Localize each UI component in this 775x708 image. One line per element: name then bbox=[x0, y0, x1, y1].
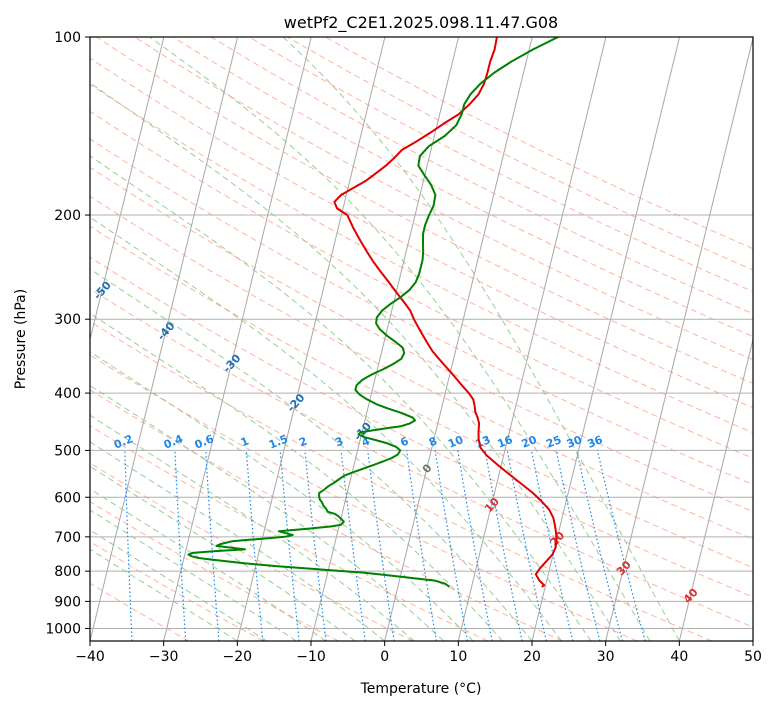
mixing-ratio-line bbox=[596, 450, 646, 641]
x-tick-label: −10 bbox=[296, 649, 326, 665]
mixing-ratio-label: 30 bbox=[565, 433, 584, 451]
dry-adiabat-line bbox=[90, 582, 190, 641]
dry-adiabat-line bbox=[90, 320, 712, 641]
isotherm-line bbox=[163, 37, 312, 641]
x-tick-label: 50 bbox=[744, 649, 762, 665]
isotherm-line bbox=[310, 37, 460, 641]
mixing-ratio-line bbox=[530, 450, 574, 641]
dry-adiabat-line bbox=[90, 166, 753, 513]
moist-adiabat-line bbox=[90, 441, 385, 641]
dry-adiabat-line bbox=[172, 37, 753, 338]
isotherm-line bbox=[236, 37, 386, 641]
y-tick-label: 500 bbox=[54, 443, 81, 459]
mixing-ratio-label: 1 bbox=[239, 434, 251, 449]
y-tick-label: 600 bbox=[54, 490, 81, 506]
y-tick-label: 800 bbox=[54, 564, 81, 580]
x-tick-label: 40 bbox=[670, 649, 688, 665]
y-tick-label: 700 bbox=[54, 530, 81, 546]
mixing-ratio-label: 20 bbox=[520, 433, 539, 451]
x-tick-label: 20 bbox=[523, 649, 541, 665]
temperature-profile-line bbox=[333, 37, 558, 588]
moist-adiabat-line bbox=[90, 82, 621, 641]
isotherm-line bbox=[90, 37, 239, 641]
dewpoint-profile-line bbox=[187, 37, 559, 588]
x-axis: −40 −30 −20 −10 0 10 20 30 40 50 bbox=[75, 641, 762, 665]
x-tick-label: 10 bbox=[449, 649, 467, 665]
x-tick-label: 0 bbox=[380, 649, 389, 665]
moist-adiabat-line bbox=[90, 312, 503, 641]
moist-adiabat-line bbox=[90, 414, 415, 641]
y-axis-label: Pressure (hPa) bbox=[13, 289, 29, 389]
isotherm-line bbox=[678, 337, 753, 641]
y-tick-label: 100 bbox=[54, 30, 81, 46]
isotherms bbox=[90, 37, 753, 641]
sounding-profiles bbox=[187, 37, 559, 588]
dry-adiabat-line bbox=[90, 389, 563, 641]
plot-frame bbox=[89, 36, 754, 642]
mixing-ratio-lines bbox=[124, 450, 646, 641]
mixing-ratio-label: 8 bbox=[427, 434, 439, 449]
mixing-ratio-line bbox=[279, 450, 300, 641]
y-tick-label: 200 bbox=[54, 208, 81, 224]
x-tick-label: −30 bbox=[149, 649, 179, 665]
y-tick-label: 1000 bbox=[45, 621, 81, 637]
moist-adiabat-line bbox=[90, 268, 533, 641]
mixing-ratio-line bbox=[576, 450, 623, 641]
mixing-ratio-label: 10 bbox=[446, 433, 465, 451]
dry-adiabat-line bbox=[90, 354, 638, 641]
mixing-ratio-line bbox=[340, 450, 366, 641]
dry-adiabat-line bbox=[90, 425, 488, 641]
mixing-ratio-label: 16 bbox=[495, 433, 514, 451]
isotherm-line bbox=[605, 37, 753, 641]
mixing-ratio-line bbox=[506, 450, 547, 641]
dry-adiabat-line bbox=[248, 37, 753, 293]
x-axis-label: Temperature (°C) bbox=[360, 681, 482, 697]
dry-adiabat-line bbox=[90, 110, 753, 459]
y-axis: 100 200 300 400 500 600 700 800 900 1000 bbox=[45, 30, 90, 637]
isobars bbox=[90, 37, 753, 629]
dry-adiabat-line bbox=[134, 37, 753, 361]
mixing-ratio-label: 2 bbox=[297, 434, 309, 449]
x-tick-label: −40 bbox=[75, 649, 105, 665]
x-tick-label: −20 bbox=[223, 649, 253, 665]
moist-adiabat-line bbox=[90, 488, 326, 641]
moist-adiabat-line bbox=[90, 384, 444, 641]
moist-adiabat-line bbox=[90, 351, 474, 641]
mixing-ratio-label: 3 bbox=[333, 434, 345, 449]
mixing-ratio-line bbox=[406, 450, 437, 641]
moist-adiabat-line bbox=[90, 216, 562, 641]
x-tick-label: 30 bbox=[597, 649, 615, 665]
moist-adiabat-line bbox=[90, 155, 592, 641]
y-tick-label: 900 bbox=[54, 594, 81, 610]
moist-adiabats bbox=[90, 37, 680, 641]
dry-adiabat-line bbox=[90, 195, 753, 540]
mixing-ratio-label: 25 bbox=[544, 433, 563, 451]
y-tick-label: 300 bbox=[54, 312, 81, 328]
dry-adiabat-line bbox=[90, 83, 753, 434]
mixing-ratio-line bbox=[367, 450, 395, 641]
mixing-ratio-line bbox=[304, 450, 327, 641]
mixing-ratio-line bbox=[555, 450, 601, 641]
chart-title: wetPf2_C2E1.2025.098.11.47.G08 bbox=[284, 13, 558, 33]
mixing-ratio-label: 36 bbox=[585, 433, 604, 451]
y-tick-label: 400 bbox=[54, 386, 81, 402]
isotherm-line bbox=[384, 37, 533, 641]
moist-adiabat-line bbox=[90, 465, 356, 641]
isotherm-line bbox=[457, 37, 607, 641]
